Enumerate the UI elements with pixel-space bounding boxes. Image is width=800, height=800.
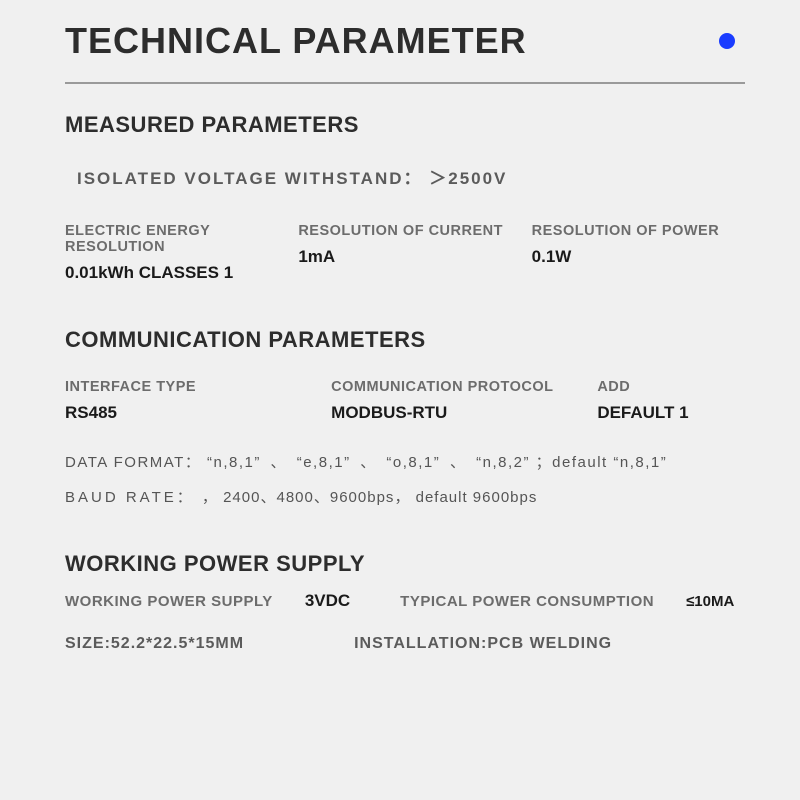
data-format-line: DATA FORMAT： “n,8,1” 、 “e,8,1” 、 “o,8,1”… <box>65 451 745 472</box>
data-format-option: “n,8,1” <box>207 454 261 471</box>
page-title: TECHNICAL PARAMETER <box>65 20 527 62</box>
measured-columns: ELECTRIC ENERGY RESOLUTION 0.01kWh CLASS… <box>65 223 745 283</box>
baud-rate-line: BAUD RATE： ， 2400、4800、9600bps， default … <box>65 486 745 507</box>
section-heading-measured: MEASURED PARAMETERS <box>65 112 745 138</box>
col-power: RESOLUTION OF POWER 0.1W <box>532 223 745 283</box>
data-format-option: “n,8,2” <box>476 454 530 471</box>
col-label: RESOLUTION OF POWER <box>532 223 745 239</box>
isolated-label: ISOLATED VOLTAGE WITHSTAND： <box>77 169 423 188</box>
wps-label1: WORKING POWER SUPPLY <box>65 593 273 610</box>
col-value: MODBUS-RTU <box>331 403 577 423</box>
data-format-default: ；default “n,8,1” <box>536 454 668 471</box>
baud-rate-default: ， default 9600bps <box>394 489 537 506</box>
col-label: ELECTRIC ENERGY RESOLUTION <box>65 223 278 255</box>
col-label: COMMUNICATION PROTOCOL <box>331 379 577 395</box>
col-value: 0.01kWh CLASSES 1 <box>65 263 278 283</box>
power-row1: WORKING POWER SUPPLY 3VDC TYPICAL POWER … <box>65 591 745 611</box>
section-heading-communication: COMMUNICATION PARAMETERS <box>65 327 745 353</box>
col-interface: INTERFACE TYPE RS485 <box>65 379 311 423</box>
col-value: 1mA <box>298 247 511 267</box>
title-row: TECHNICAL PARAMETER <box>65 20 745 62</box>
col-label: INTERFACE TYPE <box>65 379 311 395</box>
data-format-options: “n,8,1” 、 “e,8,1” 、 “o,8,1” 、 “n,8,2” <box>207 454 530 471</box>
divider <box>65 82 745 84</box>
data-format-option: “o,8,1” <box>386 454 440 471</box>
separator: 、 <box>355 454 383 471</box>
baud-rate-option: 4800 <box>276 489 313 506</box>
baud-rate-label: BAUD RATE： <box>65 489 195 506</box>
col-protocol: COMMUNICATION PROTOCOL MODBUS-RTU <box>331 379 577 423</box>
col-add: ADD DEFAULT 1 <box>597 379 745 423</box>
wps-value1: 3VDC <box>305 591 350 611</box>
size-item: SIZE:52.2*22.5*15MM <box>65 635 244 653</box>
isolated-voltage-line: ISOLATED VOLTAGE WITHSTAND： ＞2500V <box>65 164 745 189</box>
col-energy: ELECTRIC ENERGY RESOLUTION 0.01kWh CLASS… <box>65 223 278 283</box>
col-label: ADD <box>597 379 745 395</box>
wps-value2: ≤10MA <box>686 593 734 610</box>
section-heading-power: WORKING POWER SUPPLY <box>65 551 745 577</box>
baud-rate-option: 9600bps <box>330 489 395 506</box>
col-value: RS485 <box>65 403 311 423</box>
install-item: INSTALLATION:PCB WELDING <box>354 635 612 653</box>
comm-columns: INTERFACE TYPE RS485 COMMUNICATION PROTO… <box>65 379 745 423</box>
baud-rate-options: 2400、4800、9600bps <box>223 489 394 506</box>
col-value: DEFAULT 1 <box>597 403 745 423</box>
power-row2: SIZE:52.2*22.5*15MM INSTALLATION:PCB WEL… <box>65 635 745 653</box>
separator: 、 <box>260 489 276 506</box>
wps-label2: TYPICAL POWER CONSUMPTION <box>400 593 654 610</box>
col-label: RESOLUTION OF CURRENT <box>298 223 511 239</box>
data-format-label: DATA FORMAT： <box>65 454 201 471</box>
baud-rate-leading: ， <box>202 489 218 506</box>
col-value: 0.1W <box>532 247 745 267</box>
isolated-value: ＞2500V <box>429 169 507 188</box>
data-format-option: “e,8,1” <box>297 454 351 471</box>
separator: 、 <box>444 454 472 471</box>
separator: 、 <box>265 454 293 471</box>
accent-dot-icon <box>719 33 735 49</box>
baud-rate-option: 2400 <box>223 489 260 506</box>
col-current: RESOLUTION OF CURRENT 1mA <box>298 223 511 283</box>
separator: 、 <box>314 489 330 506</box>
